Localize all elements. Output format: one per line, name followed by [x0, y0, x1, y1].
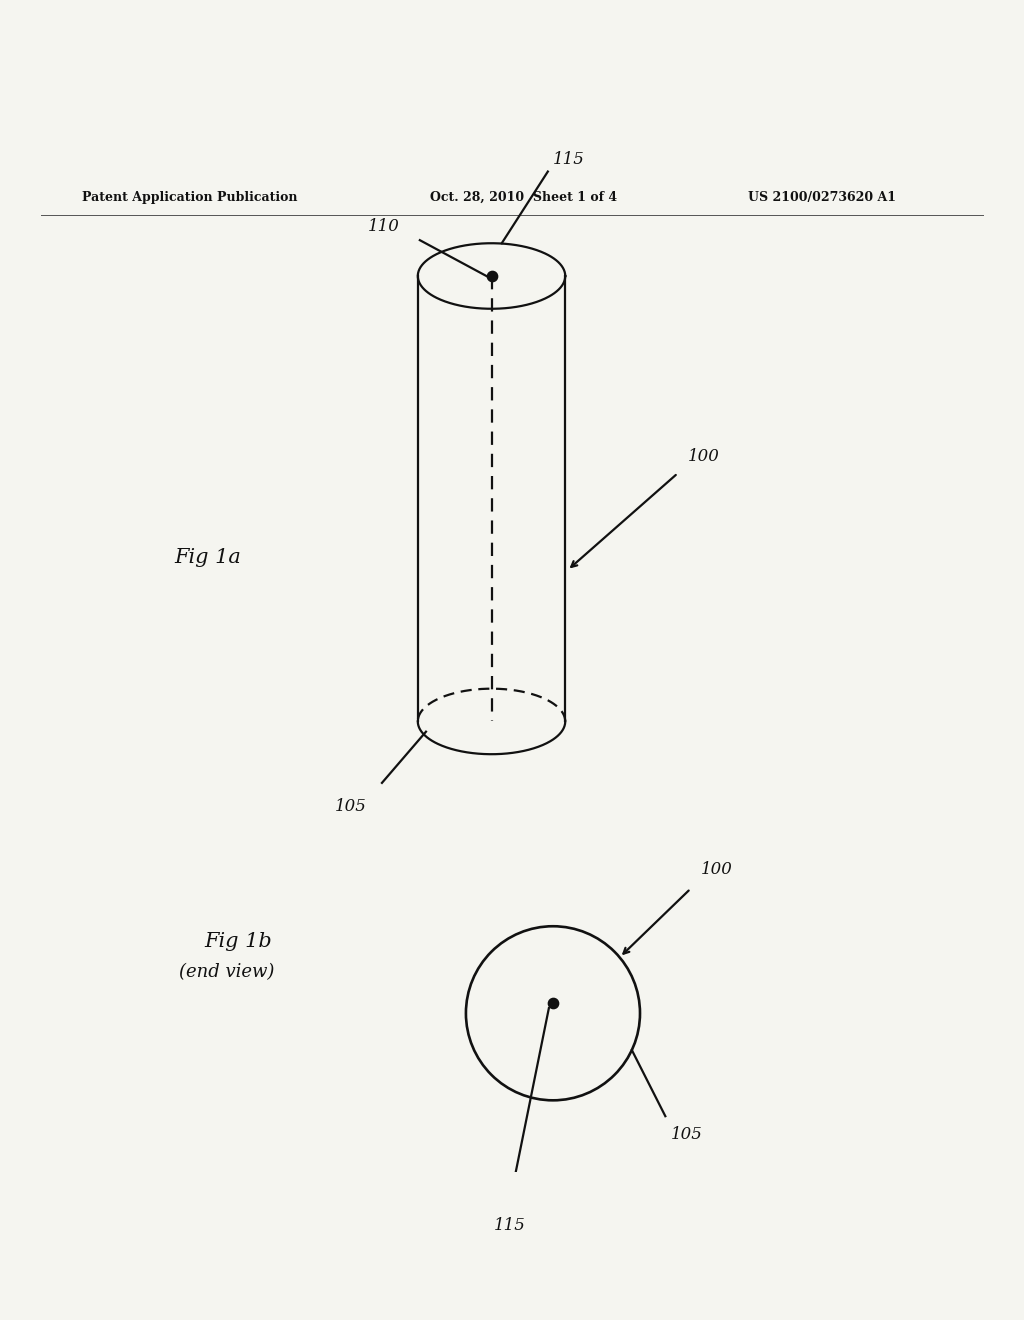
Text: 105: 105 [335, 799, 367, 816]
Text: 115: 115 [494, 1217, 525, 1234]
Text: 115: 115 [553, 152, 585, 169]
Point [545, 993, 561, 1014]
Text: (end view): (end view) [179, 964, 274, 981]
Text: Patent Application Publication: Patent Application Publication [82, 190, 297, 203]
Text: 100: 100 [688, 447, 720, 465]
Text: US 2100/0273620 A1: US 2100/0273620 A1 [748, 190, 896, 203]
Text: 100: 100 [701, 862, 733, 878]
Text: Oct. 28, 2010  Sheet 1 of 4: Oct. 28, 2010 Sheet 1 of 4 [430, 190, 617, 203]
Text: 105: 105 [671, 1126, 702, 1143]
Text: Fig 1b: Fig 1b [205, 932, 272, 952]
Text: 110: 110 [368, 218, 399, 235]
Text: Fig 1a: Fig 1a [174, 548, 241, 568]
Point [483, 265, 500, 286]
